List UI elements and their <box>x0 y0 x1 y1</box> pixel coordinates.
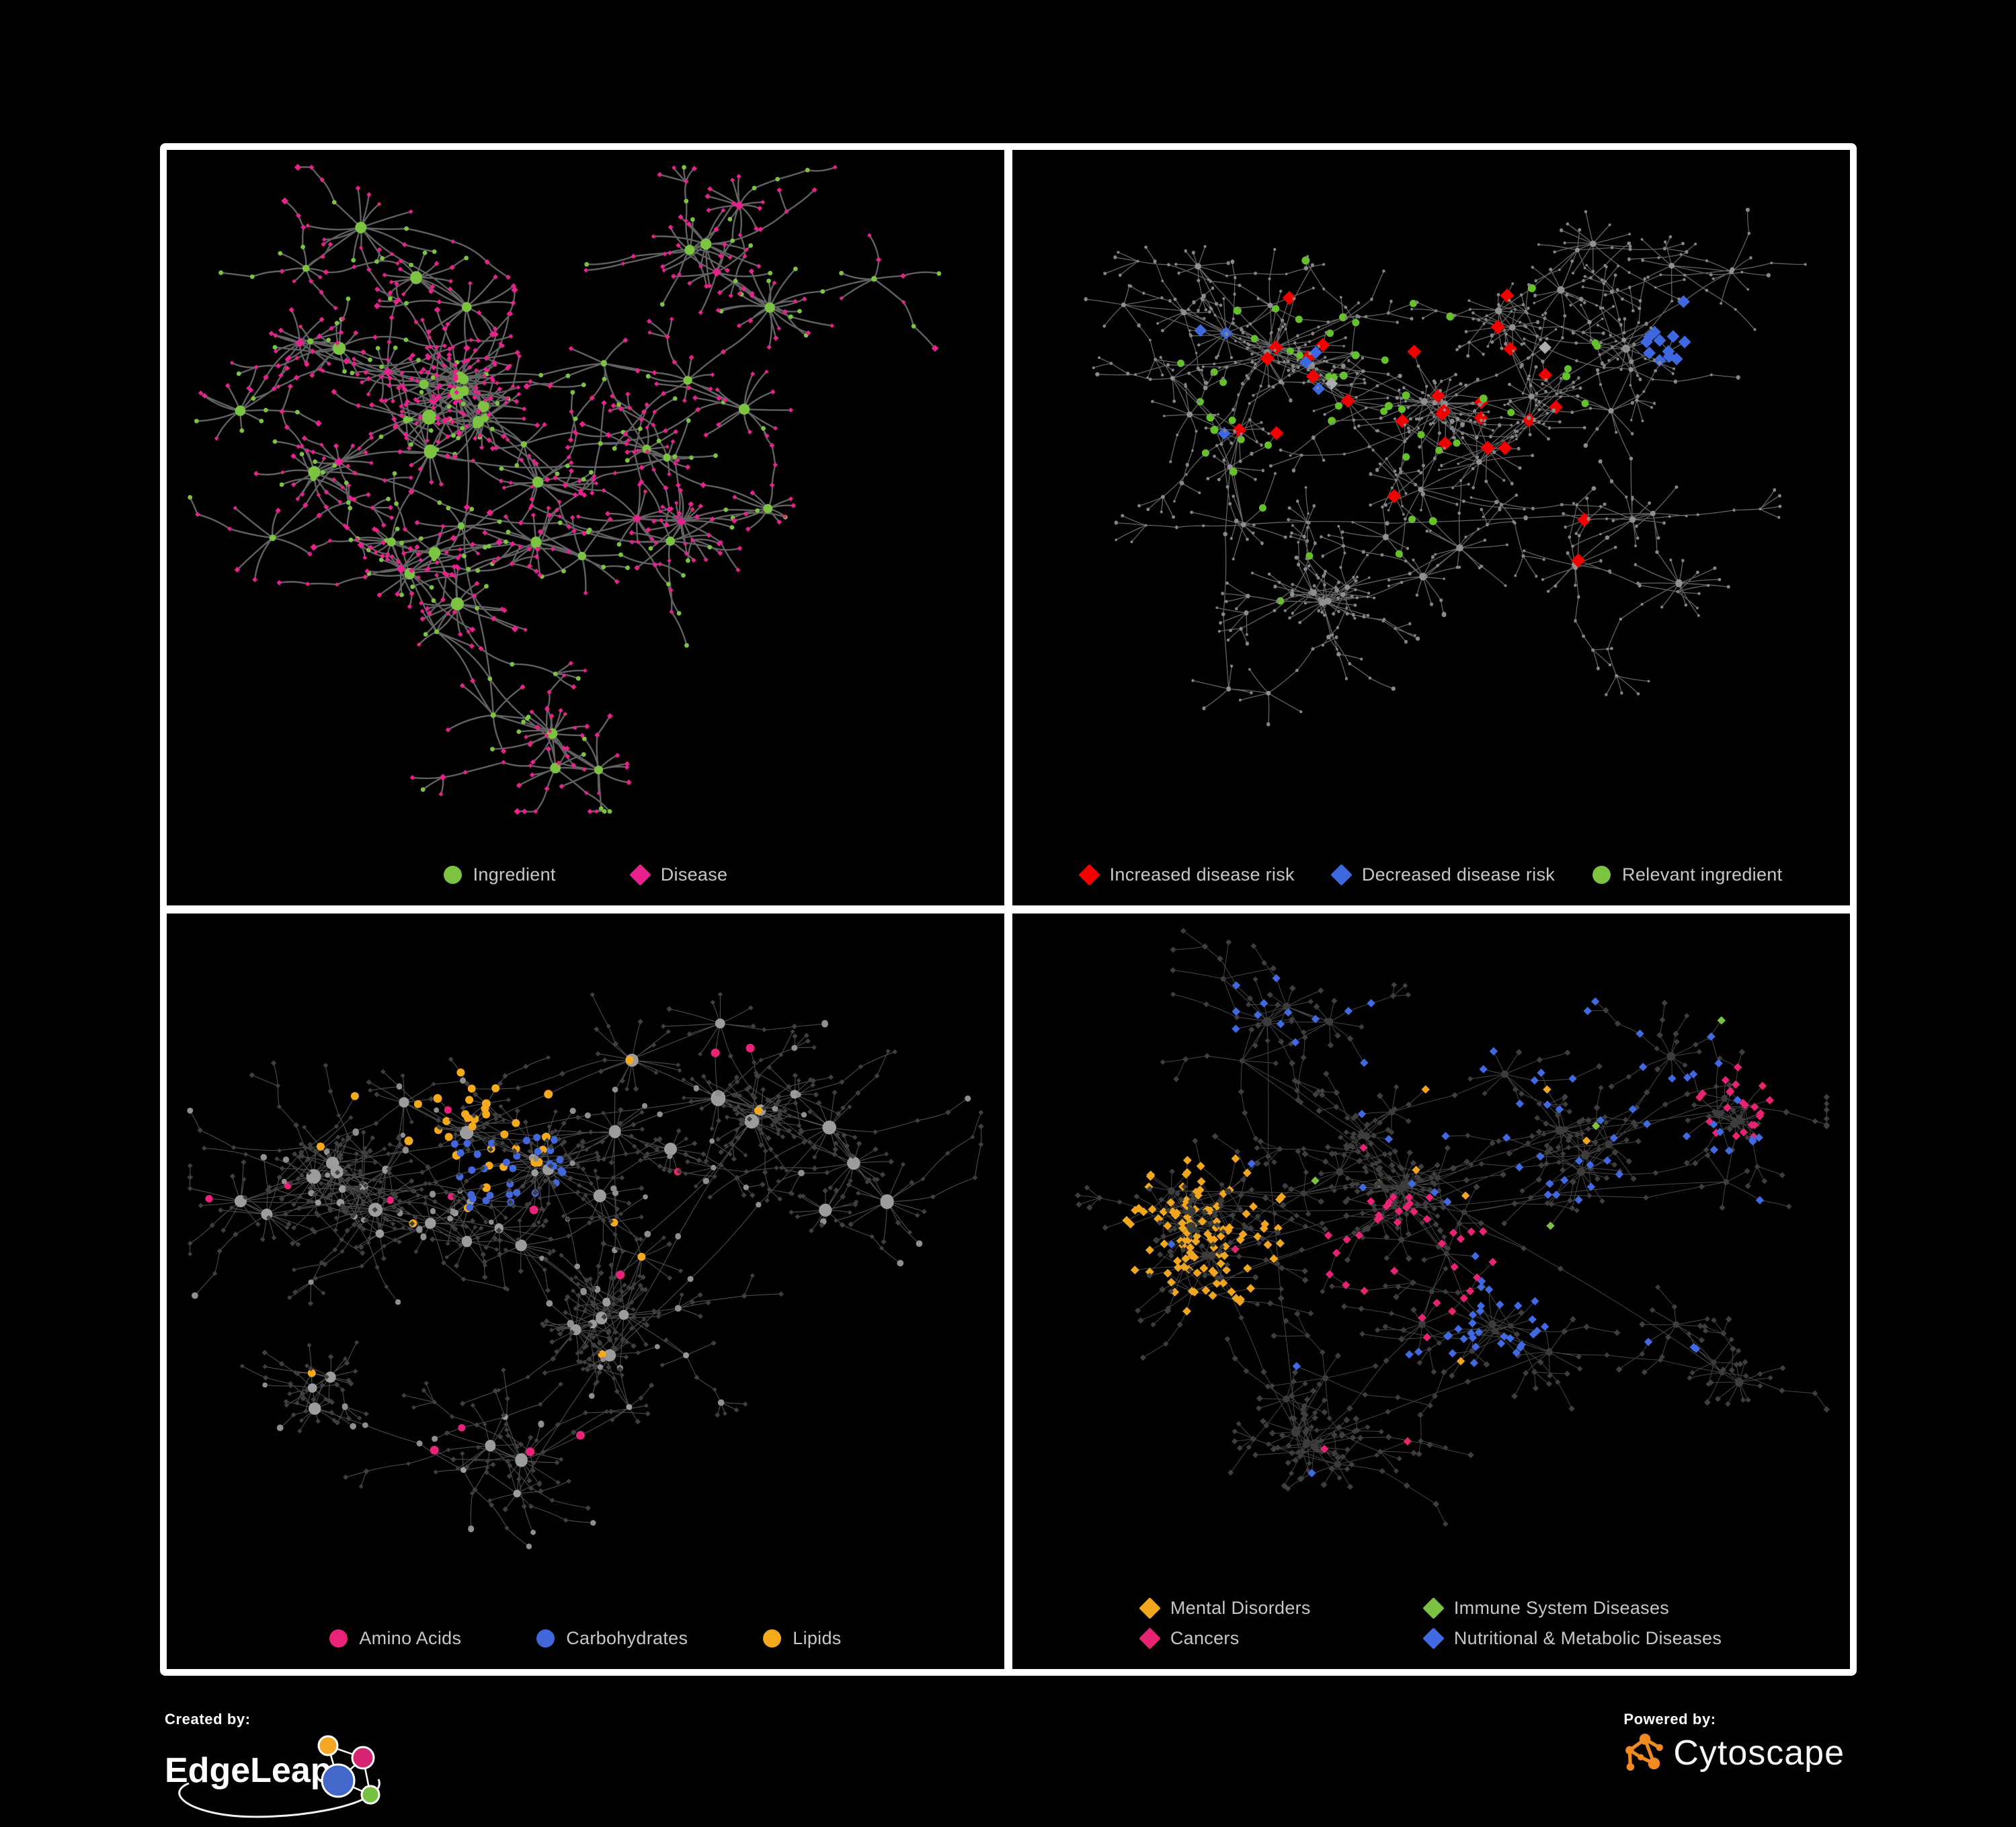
legend-label: Nutritional & Metabolic Diseases <box>1454 1628 1722 1649</box>
legend-label: Lipids <box>793 1628 841 1649</box>
powered-by-block: Powered by: <box>1623 1711 1845 1774</box>
powered-by-label: Powered by: <box>1623 1711 1845 1728</box>
mental-disorders-marker-icon <box>1139 1597 1161 1619</box>
edgeleap-logo: EdgeLeap <box>165 1730 447 1827</box>
legend-label: Carbohydrates <box>566 1628 688 1649</box>
network-ingredient-disease <box>167 150 1004 829</box>
cytoscape-logo-icon <box>1623 1732 1665 1774</box>
panel-disease-risk: Increased disease risk Decreased disease… <box>1012 150 1850 905</box>
carbohydrates-marker-icon <box>536 1629 555 1648</box>
legend-label: Mental Disorders <box>1170 1598 1311 1619</box>
legend-item-disease: Disease <box>631 864 728 885</box>
panels-grid: Ingredient Disease Increased disease ris… <box>160 143 1857 1676</box>
legend-item-ingredient: Ingredient <box>444 864 556 885</box>
created-by-block: Created by: EdgeLeap <box>165 1711 447 1827</box>
edgeleap-logo-nodes <box>319 1736 379 1803</box>
legend-label: Relevant ingredient <box>1622 864 1782 885</box>
decreased-risk-marker-icon <box>1330 864 1353 886</box>
amino-acids-marker-icon <box>329 1629 348 1648</box>
cytoscape-icon-nodes <box>1625 1734 1663 1771</box>
panel-disease-categories: Mental Disorders Immune System Diseases … <box>1012 914 1850 1669</box>
network-nutrients <box>167 914 1004 1592</box>
relevant-ingredient-marker-icon <box>1592 866 1611 884</box>
legend-item-decreased-risk: Decreased disease risk <box>1332 864 1555 885</box>
legend-label: Increased disease risk <box>1110 864 1295 885</box>
network-disease-risk <box>1012 150 1850 829</box>
network-disease-categories <box>1012 914 1850 1592</box>
legend-disease-categories: Mental Disorders Immune System Diseases … <box>1012 1598 1850 1649</box>
legend-label: Immune System Diseases <box>1454 1598 1669 1619</box>
legend-label: Decreased disease risk <box>1362 864 1555 885</box>
legend-label: Disease <box>661 864 728 885</box>
increased-risk-marker-icon <box>1078 864 1100 886</box>
disease-marker-icon <box>629 864 651 886</box>
edgeleap-node-green <box>362 1786 379 1803</box>
edgeleap-node-magenta <box>352 1747 374 1769</box>
edgeleap-node-orange <box>319 1736 337 1755</box>
legend-item-cancers: Cancers <box>1141 1628 1387 1649</box>
edgeleap-logo-graphic: EdgeLeap <box>165 1730 447 1824</box>
legend-item-amino-acids: Amino Acids <box>329 1628 461 1649</box>
legend-ingredient-disease: Ingredient Disease <box>167 864 1004 885</box>
legend-disease-risk: Increased disease risk Decreased disease… <box>1012 864 1850 885</box>
panel-nutrients: Amino Acids Carbohydrates Lipids <box>167 914 1004 1669</box>
legend-item-lipids: Lipids <box>763 1628 841 1649</box>
legend-label: Ingredient <box>473 864 556 885</box>
immune-system-diseases-marker-icon <box>1422 1597 1445 1619</box>
legend-label: Cancers <box>1170 1628 1240 1649</box>
panel-ingredient-disease: Ingredient Disease <box>167 150 1004 905</box>
nutritional-metabolic-diseases-marker-icon <box>1422 1627 1445 1650</box>
edgeleap-brand-text: EdgeLeap <box>165 1751 332 1790</box>
legend-item-immune-system-diseases: Immune System Diseases <box>1424 1598 1722 1619</box>
created-by-label: Created by: <box>165 1711 447 1728</box>
legend-label: Amino Acids <box>359 1628 461 1649</box>
legend-item-relevant-ingredient: Relevant ingredient <box>1592 864 1782 885</box>
legend-item-carbohydrates: Carbohydrates <box>536 1628 688 1649</box>
cancers-marker-icon <box>1139 1627 1161 1650</box>
edgeleap-node-blue <box>322 1764 354 1797</box>
ingredient-marker-icon <box>444 866 462 884</box>
lipids-marker-icon <box>763 1629 781 1648</box>
legend-item-nutritional-metabolic-diseases: Nutritional & Metabolic Diseases <box>1424 1628 1722 1649</box>
legend-item-increased-risk: Increased disease risk <box>1080 864 1295 885</box>
legend-nutrients: Amino Acids Carbohydrates Lipids <box>167 1628 1004 1649</box>
cytoscape-brand-text: Cytoscape <box>1673 1733 1845 1773</box>
legend-item-mental-disorders: Mental Disorders <box>1141 1598 1387 1619</box>
